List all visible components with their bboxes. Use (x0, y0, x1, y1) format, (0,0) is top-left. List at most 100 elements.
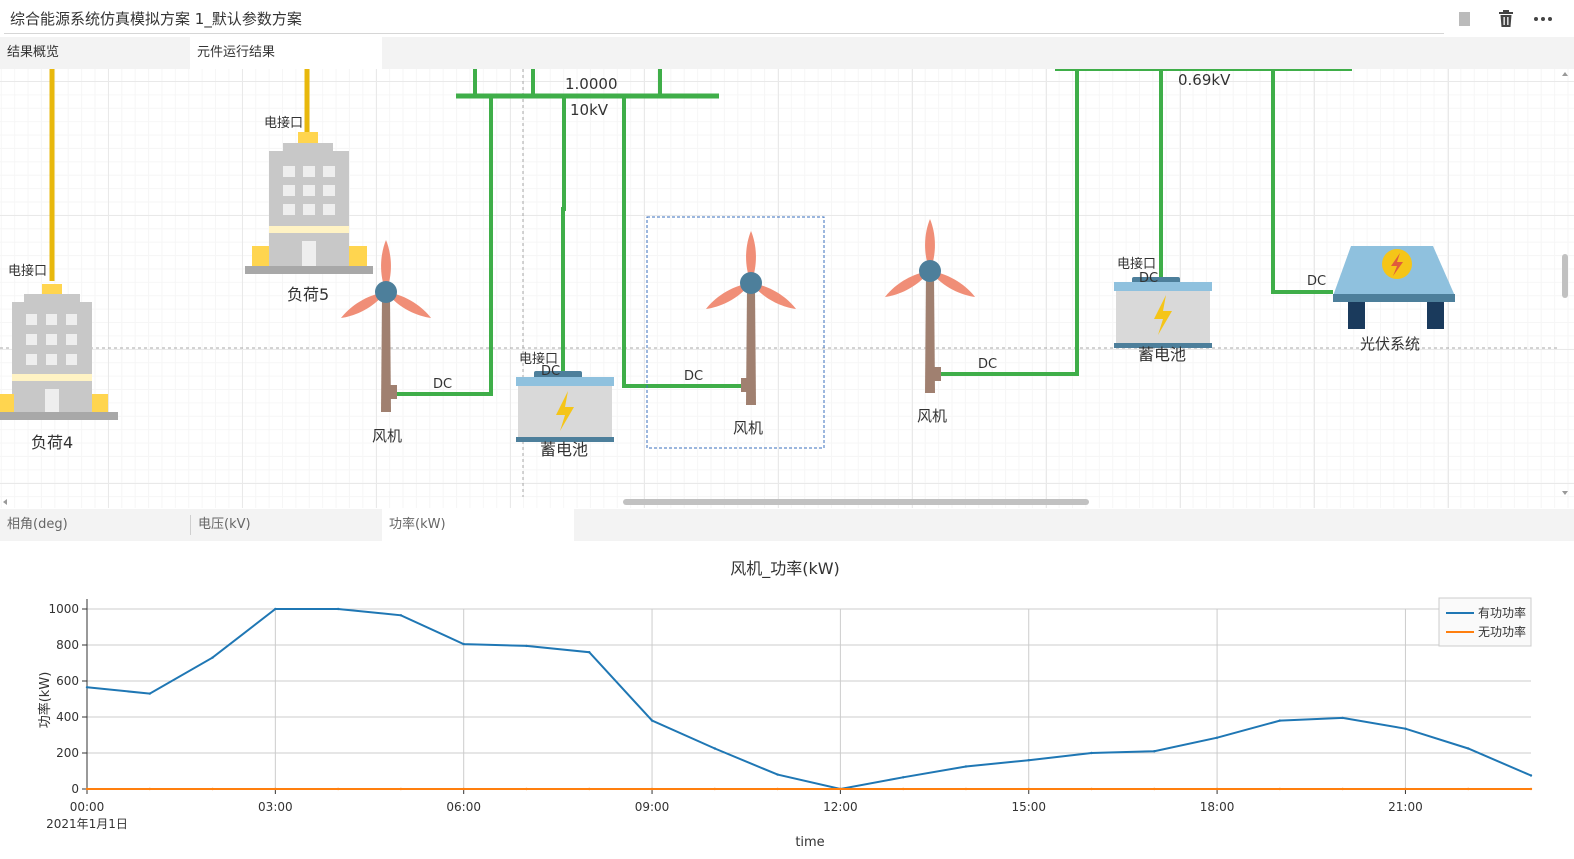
tab-power[interactable]: 功率(kW) (382, 509, 574, 541)
pv-system-icon[interactable] (1333, 246, 1455, 329)
wind-turbine-icon[interactable] (338, 240, 433, 412)
data-point[interactable] (1529, 774, 1533, 777)
data-point[interactable] (650, 719, 654, 722)
data-point[interactable] (85, 686, 89, 689)
data-point[interactable] (1341, 787, 1344, 791)
bus-voltage-label: 10kV (570, 101, 609, 119)
battery1-label: 蓄电池 (540, 440, 588, 459)
tab-phase-angle[interactable]: 相角(deg) (7, 517, 68, 532)
system-diagram-canvas[interactable]: 1.0000 10kV 0.69kV DC DC DC DC (0, 69, 1574, 508)
data-point[interactable] (148, 787, 151, 791)
tab-divider (190, 515, 191, 535)
tab-result-overview[interactable]: 结果概览 (7, 45, 60, 60)
x-tick-label: 18:00 (1200, 800, 1235, 814)
more-icon[interactable] (1533, 9, 1553, 29)
data-point[interactable] (964, 765, 968, 768)
battery-icon[interactable] (516, 371, 614, 442)
scroll-up-arrow-icon[interactable] (1562, 72, 1568, 76)
data-point[interactable] (650, 787, 654, 791)
data-point[interactable] (1153, 787, 1156, 791)
turbine2-label: 风机 (733, 419, 763, 437)
chart-title: 风机_功率(kW) (730, 559, 840, 579)
data-point[interactable] (1467, 747, 1470, 750)
data-point[interactable] (1529, 787, 1533, 791)
data-point[interactable] (1153, 750, 1156, 753)
scroll-down-arrow-icon[interactable] (1562, 491, 1568, 495)
dc-label: DC (1139, 271, 1158, 286)
title-bar: 综合能源系统仿真模拟方案 1_默认参数方案 (0, 0, 1574, 36)
y-tick-label: 0 (71, 782, 79, 796)
data-point[interactable] (1467, 787, 1470, 791)
dc-connection-lines[interactable] (396, 69, 1333, 396)
power-chart: 风机_功率(kW) 0 200 400 600 800 1000 00:00 03:00 06:… (0, 541, 1574, 855)
data-point[interactable] (1404, 727, 1407, 730)
data-point[interactable] (588, 787, 591, 791)
data-point[interactable] (776, 773, 779, 776)
data-point[interactable] (211, 787, 214, 791)
data-point[interactable] (85, 787, 89, 791)
data-point[interactable] (336, 607, 340, 611)
bus-10kv[interactable] (456, 69, 719, 99)
battery2-label: 蓄电池 (1138, 345, 1186, 364)
vertical-scrollbar[interactable] (1562, 254, 1568, 298)
x-tick-label: 03:00 (258, 800, 293, 814)
data-point[interactable] (462, 642, 465, 646)
building-icon[interactable] (0, 284, 118, 420)
data-point[interactable] (1215, 736, 1219, 739)
data-point[interactable] (148, 692, 151, 695)
wind-turbine-icon[interactable] (882, 219, 977, 393)
legend-label: 无功功率 (1478, 624, 1526, 639)
wind-turbine-icon[interactable] (703, 231, 798, 405)
data-point[interactable] (964, 787, 968, 791)
data-point[interactable] (211, 656, 214, 659)
horizontal-scrollbar[interactable] (623, 499, 1089, 505)
data-point[interactable] (1278, 787, 1282, 791)
data-point[interactable] (336, 787, 340, 791)
x-tick-label: 06:00 (446, 800, 481, 814)
port-label: 电接口 (8, 263, 47, 279)
data-point[interactable] (1090, 787, 1093, 791)
y-tick-label: 1000 (48, 602, 79, 616)
data-point[interactable] (1027, 759, 1030, 762)
tab-component-results[interactable]: 元件运行结果 (190, 37, 382, 69)
square-icon[interactable] (1455, 9, 1475, 29)
data-point[interactable] (588, 651, 591, 654)
x-tick-label: 15:00 (1011, 800, 1046, 814)
data-point[interactable] (1278, 719, 1282, 722)
data-point[interactable] (839, 787, 842, 791)
data-point[interactable] (713, 747, 717, 750)
pv-label: 光伏系统 (1360, 335, 1420, 353)
turbine3-label: 风机 (917, 407, 947, 425)
dc-label: DC (541, 364, 560, 379)
y-axis-title: 功率(kW) (37, 672, 53, 729)
data-point[interactable] (901, 787, 905, 791)
data-point[interactable] (1404, 787, 1407, 791)
chart-tabs: 相角(deg) 电压(kV) 功率(kW) (0, 509, 1574, 541)
data-point[interactable] (274, 607, 277, 611)
data-point[interactable] (776, 787, 779, 791)
data-point[interactable] (901, 776, 905, 779)
load5-label: 负荷5 (287, 285, 329, 304)
trash-icon[interactable] (1496, 9, 1516, 29)
tab-voltage[interactable]: 电压(kV) (198, 517, 251, 532)
data-point[interactable] (399, 787, 403, 791)
selection-box[interactable] (646, 216, 825, 449)
data-point[interactable] (525, 787, 528, 791)
data-point[interactable] (1215, 787, 1219, 791)
data-point[interactable] (462, 787, 465, 791)
data-point[interactable] (1027, 787, 1030, 791)
data-point[interactable] (525, 644, 528, 648)
port-label: 电接口 (1117, 256, 1156, 272)
data-point[interactable] (399, 614, 403, 617)
scroll-left-arrow-icon[interactable] (3, 499, 7, 505)
building-icon[interactable] (245, 132, 373, 274)
data-point[interactable] (1090, 751, 1093, 755)
turbine1-label: 风机 (372, 427, 402, 445)
series-line[interactable] (86, 608, 1532, 791)
data-point[interactable] (1341, 716, 1344, 720)
y-tick-label: 400 (56, 710, 79, 724)
battery-icon[interactable] (1114, 277, 1212, 348)
data-point[interactable] (274, 787, 277, 791)
data-point[interactable] (713, 787, 717, 791)
